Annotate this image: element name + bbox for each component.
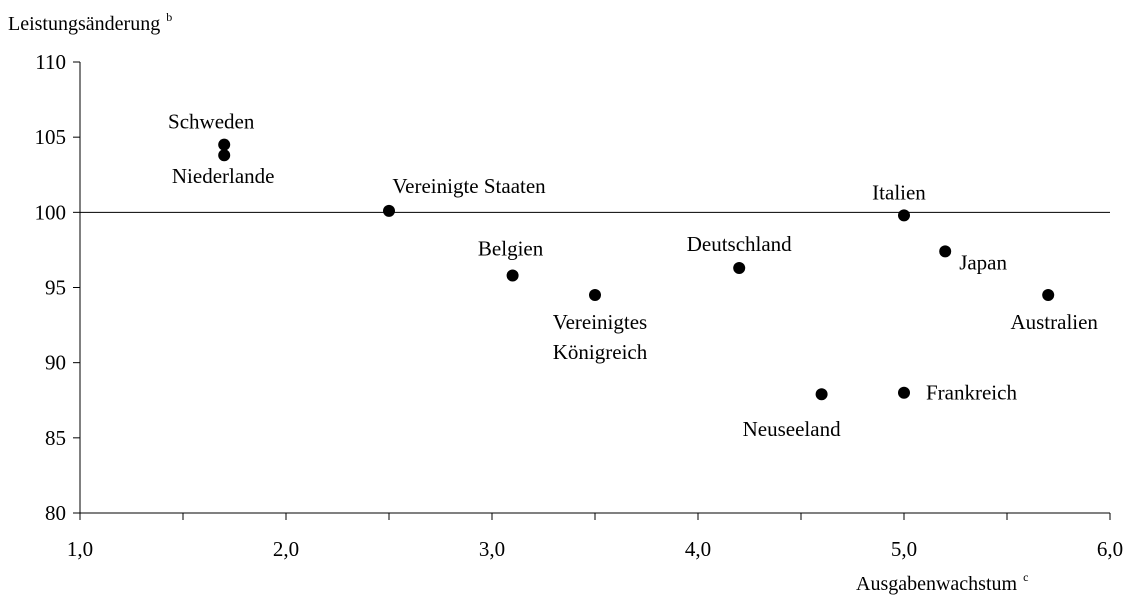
x-axis-title-text: Ausgabenwachstum	[856, 573, 1018, 595]
y-tick-label: 110	[35, 50, 66, 74]
x-tick-label: 6,0	[1097, 537, 1123, 561]
point-label: Italien	[872, 180, 926, 204]
point-label: Belgien	[478, 236, 544, 260]
data-point	[383, 204, 395, 217]
data-points	[218, 138, 1055, 401]
x-tick-label: 4,0	[685, 537, 711, 561]
x-tick-label: 3,0	[479, 537, 505, 561]
y-tick-label: 100	[35, 200, 67, 224]
y-tick-label: 95	[45, 276, 66, 300]
point-label: Australien	[1010, 310, 1098, 334]
y-tick-label: 85	[45, 426, 66, 450]
data-point	[589, 289, 601, 302]
axes: 80 85 90 95 100 105 110 1,0 2,0 3,0 4,0 5,0 6,0	[35, 50, 1124, 561]
y-tick-label: 105	[35, 125, 67, 149]
data-point	[506, 269, 519, 282]
point-label: Vereinigte Staaten	[392, 174, 546, 198]
y-axis-title-superscript: b	[166, 10, 172, 24]
point-label: Vereinigtes Königreich	[553, 310, 648, 364]
data-point	[815, 388, 828, 401]
data-point	[898, 209, 910, 222]
data-point	[898, 386, 910, 399]
y-axis-title-text: Leistungsänderung	[8, 13, 160, 35]
point-label: Frankreich	[926, 381, 1017, 405]
point-label: Niederlande	[172, 164, 275, 188]
point-label: Schweden	[168, 110, 255, 134]
x-axis-title: Ausgabenwachstum c	[856, 570, 1028, 595]
x-tick-label: 2,0	[273, 537, 299, 561]
data-point	[1042, 289, 1055, 302]
point-label: Japan	[959, 250, 1007, 274]
point-labels: Schweden Niederlande Vereinigte Staaten Bel…	[168, 110, 1098, 442]
data-point	[939, 245, 952, 258]
x-axis-title-superscript: c	[1023, 570, 1028, 584]
y-axis-title: Leistungsänderung b	[8, 10, 172, 35]
y-tick-label: 80	[45, 501, 66, 525]
x-tick-label: 1,0	[67, 537, 93, 561]
data-point	[218, 149, 231, 162]
data-point	[733, 261, 746, 274]
x-tick-label: 5,0	[891, 537, 917, 561]
point-label: Neuseeland	[743, 417, 841, 441]
y-tick-label: 90	[45, 351, 66, 375]
data-point	[218, 138, 231, 151]
point-label: Deutschland	[687, 232, 792, 256]
